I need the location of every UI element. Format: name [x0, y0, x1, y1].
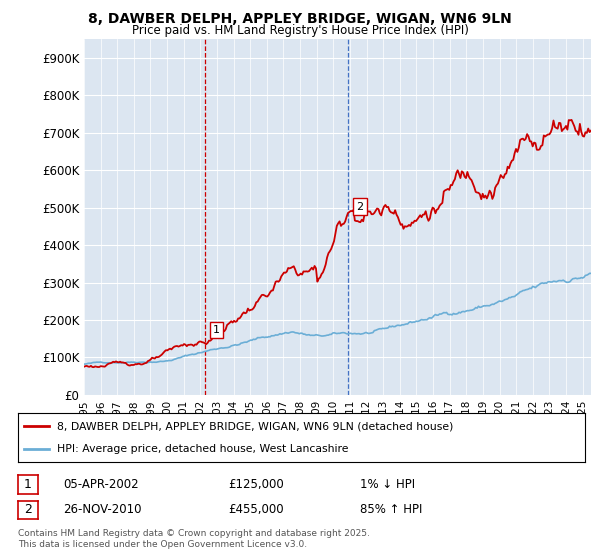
Text: 05-APR-2002: 05-APR-2002	[63, 478, 139, 491]
Text: HPI: Average price, detached house, West Lancashire: HPI: Average price, detached house, West…	[56, 444, 348, 454]
Text: 1% ↓ HPI: 1% ↓ HPI	[360, 478, 415, 491]
Text: Price paid vs. HM Land Registry's House Price Index (HPI): Price paid vs. HM Land Registry's House …	[131, 24, 469, 37]
Text: 8, DAWBER DELPH, APPLEY BRIDGE, WIGAN, WN6 9LN (detached house): 8, DAWBER DELPH, APPLEY BRIDGE, WIGAN, W…	[56, 421, 453, 431]
Text: £455,000: £455,000	[228, 503, 284, 516]
Text: 26-NOV-2010: 26-NOV-2010	[63, 503, 142, 516]
Text: 2: 2	[356, 202, 364, 212]
Text: 8, DAWBER DELPH, APPLEY BRIDGE, WIGAN, WN6 9LN: 8, DAWBER DELPH, APPLEY BRIDGE, WIGAN, W…	[88, 12, 512, 26]
Text: £125,000: £125,000	[228, 478, 284, 491]
Text: Contains HM Land Registry data © Crown copyright and database right 2025.
This d: Contains HM Land Registry data © Crown c…	[18, 529, 370, 549]
Text: 85% ↑ HPI: 85% ↑ HPI	[360, 503, 422, 516]
Text: 1: 1	[213, 325, 220, 335]
Text: 2: 2	[24, 503, 32, 516]
Text: 1: 1	[24, 478, 32, 491]
